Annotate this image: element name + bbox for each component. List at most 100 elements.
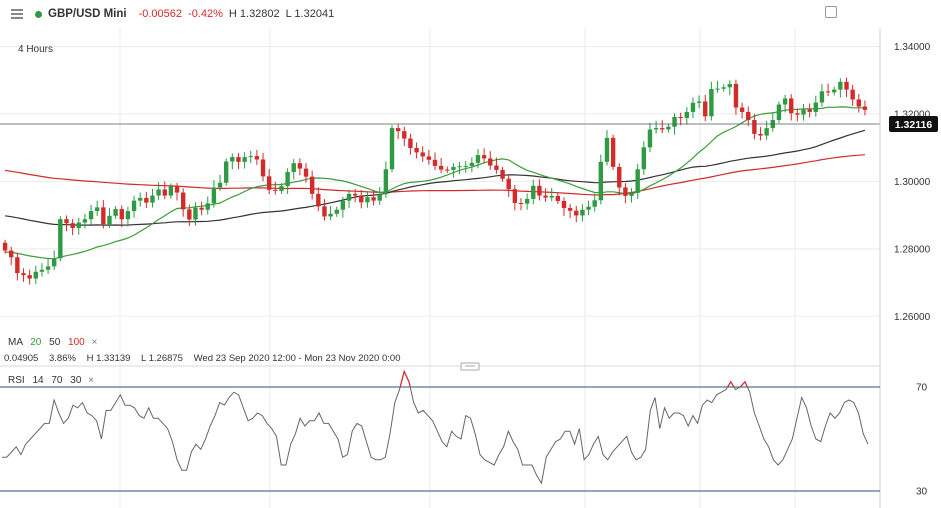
- candle: [64, 215, 69, 232]
- candle: [758, 127, 763, 141]
- candle: [776, 101, 782, 124]
- candle: [236, 152, 241, 170]
- candle: [340, 196, 346, 218]
- candle: [58, 216, 63, 262]
- candle: [21, 268, 26, 282]
- candle: [297, 158, 303, 176]
- candle: [684, 107, 690, 125]
- price-change: -0.00562: [138, 8, 183, 20]
- candle: [549, 188, 554, 202]
- candle: [488, 151, 493, 170]
- candle: [408, 133, 413, 155]
- candle: [647, 122, 653, 153]
- rsi-axis: 70 30: [916, 383, 928, 498]
- rsi-overbought[interactable]: 70: [51, 375, 63, 386]
- candle: [420, 146, 425, 162]
- candle: [555, 192, 561, 204]
- candle: [690, 97, 696, 118]
- ma-label[interactable]: MA: [8, 337, 23, 348]
- ma-legend: MA 20 50 100 × 0.04905 3.86% H 1.33139 L…: [4, 337, 400, 364]
- candle: [457, 161, 462, 175]
- range-change: 0.04905: [4, 353, 38, 364]
- candle: [432, 152, 438, 171]
- candle: [414, 142, 419, 159]
- candle: [346, 189, 352, 208]
- range-change-percent: 3.86%: [49, 353, 76, 364]
- candle: [782, 94, 788, 113]
- instrument-name[interactable]: GBP/USD Mini: [48, 8, 127, 20]
- candle: [862, 100, 868, 116]
- session-high: H 1.32802: [228, 8, 280, 20]
- candle: [199, 201, 204, 216]
- candle: [291, 158, 296, 180]
- candle: [180, 188, 186, 217]
- price-gridlines: [0, 46, 880, 317]
- candle: [94, 200, 100, 216]
- candle: [365, 191, 370, 208]
- session-low: L 1.32041: [285, 8, 335, 20]
- candle: [174, 182, 180, 201]
- candle: [230, 153, 235, 170]
- range-high: H 1.33139: [87, 353, 131, 364]
- candle: [721, 84, 726, 92]
- candle: [359, 190, 364, 209]
- price-tick-label: 1.28000: [894, 244, 931, 255]
- date-range: Wed 23 Sep 2020 12:00 - Mon 23 Nov 2020 …: [194, 353, 401, 364]
- candlesticks: [2, 77, 868, 285]
- candle: [273, 181, 278, 195]
- ma-20-label[interactable]: 20: [30, 337, 42, 348]
- candle: [389, 125, 395, 173]
- rsi-period[interactable]: 14: [32, 375, 44, 386]
- candle: [789, 94, 794, 121]
- candle: [561, 197, 567, 216]
- market-open-icon: [35, 10, 42, 18]
- rsi-close-icon[interactable]: ×: [88, 375, 94, 386]
- candle: [463, 161, 468, 173]
- candle: [395, 124, 401, 140]
- candle: [211, 180, 217, 208]
- ma-20-line: [5, 106, 865, 260]
- candle: [617, 163, 622, 196]
- candle: [156, 182, 161, 200]
- candle: [494, 157, 499, 174]
- menu-icon[interactable]: [11, 9, 23, 19]
- chart-area[interactable]: 4 Hours 1.34000 1.32000 1.30000 1.28000 1.26…: [0, 28, 941, 508]
- candle: [52, 250, 57, 271]
- rsi-legend: RSI 14 70 30 ×: [8, 375, 94, 386]
- timeframe-label[interactable]: 4 Hours: [18, 44, 53, 55]
- candle: [217, 174, 223, 192]
- candle: [531, 179, 536, 205]
- svg-text:0.04905 3.86% H 1.: 0.04905 3.86% H 1.33139 L 1.26875 Wed 23…: [4, 353, 400, 364]
- ma-50-label[interactable]: 50: [49, 337, 61, 348]
- candle: [119, 205, 124, 228]
- candle: [316, 187, 321, 212]
- candle: [168, 183, 174, 199]
- candle: [334, 206, 339, 217]
- candle: [641, 141, 647, 175]
- candle: [598, 154, 604, 205]
- candle: [795, 108, 800, 122]
- candle: [266, 169, 272, 195]
- candle: [592, 193, 597, 212]
- candle: [377, 186, 382, 205]
- candle: [303, 163, 309, 183]
- candle: [850, 84, 855, 107]
- candle: [402, 126, 407, 146]
- price-change-percent: -0.42%: [188, 8, 223, 20]
- rsi-oversold[interactable]: 30: [70, 375, 82, 386]
- window-icon[interactable]: [825, 6, 837, 18]
- candle: [696, 95, 702, 109]
- ma-100-label[interactable]: 100: [68, 337, 85, 348]
- candle: [518, 198, 524, 211]
- candle: [752, 113, 757, 140]
- rsi-label[interactable]: RSI: [8, 375, 25, 386]
- candle: [88, 205, 94, 225]
- candle: [187, 204, 192, 227]
- ma-100-line: [5, 154, 865, 196]
- candle: [248, 150, 253, 164]
- ma-close-icon[interactable]: ×: [92, 337, 98, 348]
- candle: [27, 269, 32, 285]
- candle: [70, 218, 75, 236]
- price-tick-label: 1.26000: [894, 312, 931, 323]
- candle: [33, 265, 38, 284]
